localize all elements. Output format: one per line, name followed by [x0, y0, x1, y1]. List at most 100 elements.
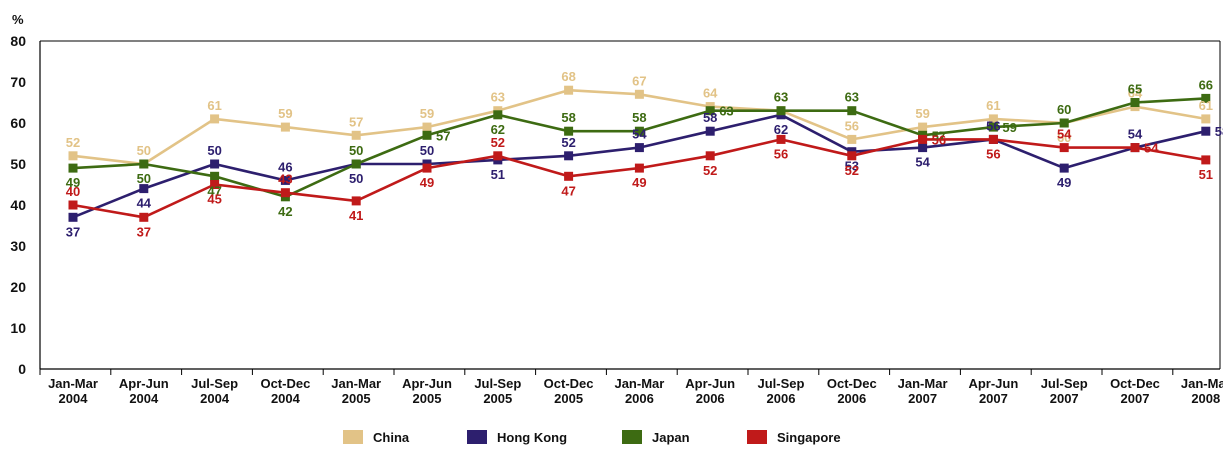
- data-label: 57: [436, 128, 450, 143]
- data-label: 43: [278, 172, 292, 187]
- data-point-marker: [705, 126, 715, 136]
- data-point-marker: [634, 163, 644, 173]
- data-point-marker: [1201, 93, 1211, 103]
- y-tick-label: 20: [10, 279, 26, 295]
- x-tick-label-period: Apr-Jun: [685, 376, 735, 391]
- y-axis-unit-label: %: [12, 12, 24, 27]
- data-label: 64: [1128, 86, 1143, 101]
- data-label: 53: [845, 159, 859, 174]
- data-point-marker: [634, 126, 644, 136]
- data-point-marker: [564, 126, 574, 136]
- legend-label: China: [373, 430, 410, 445]
- data-point-marker: [705, 151, 715, 161]
- data-point-marker: [988, 122, 998, 132]
- data-label: 49: [420, 175, 434, 190]
- data-label: 63: [491, 90, 505, 105]
- data-label: 63: [719, 104, 733, 119]
- y-tick-label: 50: [10, 156, 26, 172]
- data-label: 58: [1215, 124, 1223, 139]
- data-point-marker: [280, 122, 290, 132]
- legend-item: Singapore: [747, 430, 841, 445]
- data-point-marker: [351, 159, 361, 169]
- legend-swatch: [747, 430, 767, 444]
- data-label: 37: [137, 224, 151, 239]
- data-point-marker: [139, 159, 149, 169]
- data-label: 62: [774, 122, 788, 137]
- x-tick-label-year: 2007: [1050, 391, 1079, 406]
- data-point-marker: [564, 85, 574, 95]
- x-tick-label-period: Jan-Mar: [898, 376, 948, 391]
- data-label: 63: [774, 90, 788, 105]
- data-label: 63: [845, 90, 859, 105]
- x-tick-label: Jul-Sep 2004: [191, 376, 238, 406]
- x-tick-label-period: Oct-Dec: [827, 376, 877, 391]
- data-point-marker: [493, 110, 503, 120]
- data-label: 50: [349, 143, 363, 158]
- data-point-marker: [280, 188, 290, 198]
- x-tick-label: Jan-Mar 2005: [331, 376, 381, 406]
- data-label: 49: [1057, 175, 1071, 190]
- data-label: 59: [1002, 120, 1016, 135]
- x-tick-label: Oct-Dec 2004: [260, 376, 310, 406]
- y-tick-label: 70: [10, 74, 26, 90]
- data-point-marker: [351, 196, 361, 206]
- x-tick-label-period: Oct-Dec: [544, 376, 594, 391]
- data-label: 49: [632, 175, 646, 190]
- data-point-marker: [918, 143, 928, 153]
- data-label: 67: [632, 73, 646, 88]
- data-label: 56: [932, 132, 946, 147]
- x-tick-label: Jul-Sep 2006: [758, 376, 805, 406]
- x-tick-label-period: Oct-Dec: [260, 376, 310, 391]
- x-tick-label-period: Jan-Mar: [48, 376, 98, 391]
- data-label: 58: [632, 110, 646, 125]
- data-label: 54: [1144, 141, 1159, 156]
- data-label: 52: [845, 163, 859, 178]
- data-point-marker: [139, 212, 149, 222]
- x-tick-label-year: 2006: [767, 391, 796, 406]
- data-point-marker: [351, 130, 361, 140]
- data-point-marker: [847, 151, 857, 161]
- x-tick-label-year: 2004: [59, 391, 89, 406]
- data-label: 63: [774, 90, 788, 105]
- y-tick-label: 40: [10, 197, 26, 213]
- data-label: 52: [703, 163, 717, 178]
- data-label: 61: [1199, 98, 1213, 113]
- data-point-marker: [705, 106, 715, 116]
- data-point-marker: [210, 171, 220, 181]
- x-tick-label: Apr-Jun 2006: [685, 376, 735, 406]
- data-label: 49: [66, 175, 80, 190]
- data-point-marker: [634, 89, 644, 99]
- data-point-marker: [422, 122, 432, 132]
- data-label: 42: [278, 204, 292, 219]
- data-label: 47: [561, 183, 575, 198]
- data-label: 68: [561, 69, 575, 84]
- data-point-marker: [1130, 143, 1140, 153]
- data-label: 66: [1199, 77, 1213, 92]
- x-tick-label-period: Jan-Mar: [1181, 376, 1223, 391]
- x-tick-label-period: Jul-Sep: [758, 376, 805, 391]
- x-tick-label-year: 2005: [342, 391, 371, 406]
- data-label: 57: [932, 128, 946, 143]
- x-tick-label: Oct-Dec 2006: [827, 376, 877, 406]
- data-label: 51: [1199, 167, 1213, 182]
- x-tick-label: Jan-Mar2008: [1181, 376, 1223, 406]
- x-tick-label-year: 2006: [696, 391, 725, 406]
- y-tick-label: 0: [18, 361, 26, 377]
- data-point-marker: [280, 175, 290, 185]
- legend-label: Singapore: [777, 430, 841, 445]
- data-label: 58: [703, 110, 717, 125]
- x-tick-label-year: 2004: [200, 391, 230, 406]
- x-tick-label-year: 2004: [271, 391, 301, 406]
- data-point-marker: [988, 134, 998, 144]
- data-point-marker: [988, 114, 998, 124]
- x-tick-label-period: Jul-Sep: [474, 376, 521, 391]
- data-label: 56: [774, 146, 788, 161]
- data-label: 64: [703, 86, 718, 101]
- data-label: 56: [986, 146, 1000, 161]
- data-label: 47: [207, 183, 221, 198]
- x-tick-label-year: 2006: [837, 391, 866, 406]
- data-label: 50: [349, 171, 363, 186]
- x-tick-label: Jan-Mar 2004: [48, 376, 98, 406]
- legend-item: Hong Kong: [467, 430, 567, 445]
